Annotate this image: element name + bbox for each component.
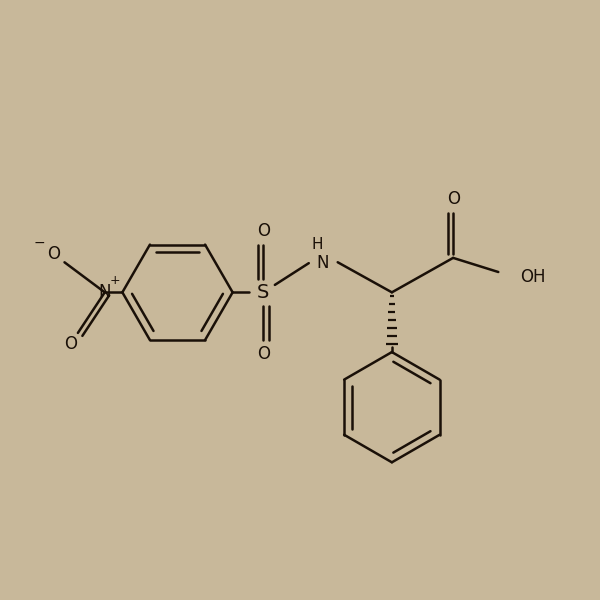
Text: O: O bbox=[64, 335, 77, 353]
Text: S: S bbox=[257, 283, 269, 302]
Text: O: O bbox=[257, 344, 270, 362]
Text: O: O bbox=[446, 190, 460, 208]
Text: −: − bbox=[34, 236, 46, 250]
Text: +: + bbox=[109, 274, 120, 287]
Text: O: O bbox=[47, 245, 60, 263]
Text: OH: OH bbox=[521, 268, 546, 286]
Text: N: N bbox=[98, 283, 111, 301]
Text: N: N bbox=[317, 254, 329, 272]
Text: O: O bbox=[257, 222, 270, 240]
Text: H: H bbox=[311, 236, 323, 251]
